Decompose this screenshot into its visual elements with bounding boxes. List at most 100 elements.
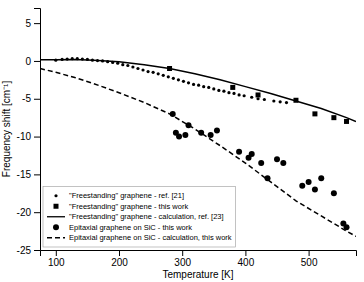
point [91,59,94,62]
x-tick: 200 [111,250,128,268]
y-tick-mark [34,212,40,213]
legend-label: "Freestanding" graphene - this work [69,202,188,211]
point [214,128,220,134]
point [106,60,109,63]
legend-entry: Epitaxial graphene on SiC - calculation,… [47,233,232,242]
y-tick: -20 [17,207,40,218]
point [256,97,259,100]
point [96,59,99,62]
point [121,63,124,66]
point [116,62,119,65]
point [86,58,89,61]
point [249,151,255,157]
chart: 100200300400500-25-20-15-10-505"Freestan… [0,0,364,282]
point [177,78,180,81]
y-axis-title: Frequency shift [cm⁻¹] [1,81,12,178]
point [344,119,349,124]
point [187,81,190,84]
legend: "Freestanding" graphene - ref. [21] "Free… [43,187,236,248]
point [312,187,318,193]
y-axis: -25 -20 -15 -10 -5 0 5 [17,9,41,256]
y-tick-mark [34,174,40,175]
y-tick: -25 [17,245,40,256]
point [227,91,230,94]
legend-symbol [54,194,57,197]
point [182,80,185,83]
y-tick-label: 0 [25,56,31,67]
y-tick: -10 [17,131,40,142]
x-tick-label: 100 [48,257,65,268]
point [274,156,280,162]
point [157,72,160,75]
point [81,57,84,60]
point [152,71,155,74]
point [170,111,176,117]
point [172,77,175,80]
point [192,83,195,86]
point [212,87,215,90]
point [299,183,305,189]
legend-entry: Epitaxial graphene on SiC - this work [53,223,192,232]
point [111,61,114,64]
x-tick-label: 500 [301,257,318,268]
x-tick-label: 200 [111,257,128,268]
point [306,179,312,185]
point [141,68,144,71]
point [312,111,317,116]
y-tick: -15 [17,169,40,180]
x-tick-mark [309,250,310,256]
point [236,149,242,155]
point [208,132,214,138]
y-tick-label: 5 [25,18,31,29]
legend-label: Epitaxial graphene on SiC - calculation,… [69,233,232,242]
legend-entry: "Freestanding" graphene - this work [54,202,189,211]
point [279,100,282,103]
x-tick-mark [119,250,120,256]
y-tick-mark [34,250,40,251]
x-tick: 500 [301,250,318,268]
y-tick-label: -15 [17,169,32,180]
x-tick-mark [245,250,246,256]
point [272,99,275,102]
point [182,132,188,138]
y-tick-mark [34,137,40,138]
y-tick: 0 [25,56,40,67]
point [331,190,337,196]
point [344,224,350,230]
series-points [54,57,288,104]
point [186,122,192,128]
y-tick-label: -10 [17,131,32,142]
point [61,58,64,61]
legend-label: "Freestanding" graphene - calculation, r… [69,212,224,221]
point [162,74,165,77]
legend-symbol [47,216,65,217]
point [256,92,261,97]
point [197,84,200,87]
point [230,85,235,90]
series-points [167,66,349,124]
point [331,115,336,120]
x-tick-label: 300 [174,257,191,268]
point [285,101,288,104]
point [167,66,172,71]
legend-symbol [54,204,59,209]
x-tick-mark [182,250,183,256]
series-line [40,59,356,121]
plot: 100200300400500-25-20-15-10-505"Freestan… [17,9,357,269]
point [258,160,264,166]
legend-label: "Freestanding" graphene - ref. [21] [69,191,184,200]
point [207,86,210,89]
x-tick-mark [56,250,57,256]
y-tick-label: -25 [17,245,32,256]
point [217,89,220,92]
x-tick: 100 [48,250,65,268]
point [237,93,240,96]
point [265,175,271,181]
y-tick-mark [34,23,40,24]
point [146,70,149,73]
point [293,98,298,103]
point [167,75,170,78]
y-tick: -5 [22,93,40,104]
x-axis: 100200300400500 [41,250,357,268]
point [250,96,253,99]
